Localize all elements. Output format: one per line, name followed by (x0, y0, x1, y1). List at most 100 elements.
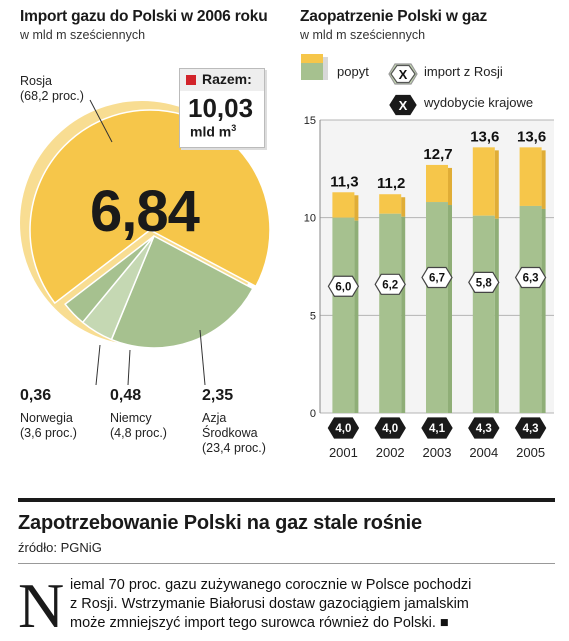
bar-supply-side-2001 (354, 220, 359, 413)
label-azja-pct: (23,4 proc.) (202, 441, 266, 455)
bar-import-label-2002: 6,2 (382, 279, 398, 291)
bar-domestic-label-2001: 4,0 (335, 423, 351, 435)
article-rule (18, 563, 555, 564)
label-rosja: Rosja (68,2 proc.) (20, 74, 84, 104)
article-body: iemal 70 proc. gazu zużywanego corocznie… (70, 576, 471, 633)
legend-popyt-icon-side (323, 57, 328, 80)
legend-domestic-icon (389, 94, 417, 116)
pie-chart-subtitle: w mld m sześciennych (20, 28, 146, 42)
bar-supply-2003 (426, 202, 448, 413)
total-value: 10,03 (188, 93, 254, 123)
bar-supply-side-2002 (401, 216, 406, 413)
x-tick-label-2005: 2005 (516, 445, 545, 460)
legend-import-icon (390, 64, 416, 84)
bar-import-label-2005: 6,3 (523, 272, 539, 284)
label-norwegia: 0,36 Norwegia (3,6 proc.) (20, 387, 77, 441)
leader-rosja (89, 99, 113, 143)
bar-domestic-label-2003: 4,1 (429, 423, 446, 435)
bar-supply-2001 (332, 217, 355, 413)
pie-slice-azja-środkowa (110, 234, 254, 349)
bar-total-label-2004: 13,6 (470, 128, 499, 145)
bar-import-hex-2002 (374, 273, 406, 295)
bar-domestic-hex-2004 (468, 417, 500, 439)
bar-chart: 0 5 10 15 11,3 6,0 4,0 2001 11,2 6,2 4,0 2002 12,7 6,… (304, 115, 554, 460)
bar-popyt-2004 (472, 147, 495, 216)
y-tick-label-15: 15 (304, 115, 316, 127)
bar-legend-icons: XX (301, 54, 418, 116)
article-line-1: iemal 70 proc. gazu zużywanego corocznie… (70, 577, 472, 593)
article-line-3: może zmniejszyć import tego surowca równ… (70, 615, 449, 631)
bar-supply-side-2003 (448, 205, 452, 413)
total-unit: mld m (190, 123, 232, 140)
bar-popyt-side-2004 (494, 150, 499, 219)
bar-import-hex-2005 (514, 266, 547, 289)
leader-norwegia (95, 344, 101, 386)
bar-domestic-hex-2001 (327, 417, 360, 439)
legend-domestic-label: wydobycie krajowe (424, 95, 534, 110)
bar-popyt-2005 (519, 147, 542, 206)
bar-total-label-2002: 11,2 (377, 175, 405, 192)
label-norwegia-pct: (3,6 proc.) (20, 426, 77, 440)
label-niemcy-pct: (4,8 proc.) (110, 426, 167, 440)
legend-import-label: import z Rosji (424, 64, 503, 79)
label-niemcy-value: 0,48 (110, 387, 142, 404)
bar-import-hex-2001 (327, 275, 360, 297)
pie-slice-norwegia (64, 235, 155, 324)
bar-domestic-label-2002: 4,0 (382, 423, 398, 435)
bar-chart-subtitle: w mld m sześciennych (300, 28, 426, 42)
label-niemcy: 0,48 Niemcy (4,8 proc.) (110, 387, 167, 441)
bar-popyt-side-2005 (541, 150, 546, 209)
legend-popyt-label: popyt (337, 64, 369, 79)
label-azja-value: 2,35 (202, 387, 234, 404)
bar-popyt-side-2002 (401, 197, 406, 217)
x-tick-label-2001: 2001 (329, 445, 358, 460)
bar-supply-2005 (519, 205, 542, 413)
label-rosja-name: Rosja (20, 74, 52, 88)
article-headline: Zapotrzebowanie Polski na gaz stale rośn… (18, 512, 422, 534)
bar-popyt-2001 (332, 192, 355, 218)
bar-total-label-2003: 12,7 (423, 146, 452, 163)
label-norwegia-value: 0,36 (20, 387, 52, 404)
bar-total-label-2001: 11,3 (330, 173, 358, 190)
article-dropcap: N (18, 570, 65, 641)
x-tick-label-2004: 2004 (469, 445, 498, 460)
legend-domestic-marker: X (399, 98, 408, 113)
bar-popyt-side-2001 (354, 195, 359, 221)
total-label: Razem: (202, 71, 252, 87)
total-box: Razem: 10,03 mld m3 (179, 68, 265, 148)
leader-niemcy (127, 349, 131, 386)
label-azja-name: Azja (202, 411, 227, 425)
article-source: źródło: PGNiG (18, 540, 102, 555)
bar-total-label-2005: 13,6 (517, 128, 546, 145)
pie-slice-rosja (29, 109, 271, 305)
article-line-2: z Rosji. Wstrzymanie Białorusi dostaw ga… (70, 596, 469, 612)
bar-domestic-hex-2002 (374, 417, 406, 439)
bar-chart-title: Zaopatrzenie Polski w gaz (300, 8, 488, 25)
bar-domestic-label-2004: 4,3 (476, 423, 492, 435)
bar-popyt-side-2003 (448, 167, 452, 206)
legend-popyt-icon-top (301, 54, 323, 63)
label-niemcy-name: Niemcy (110, 411, 152, 425)
total-marker-icon (186, 75, 196, 85)
label-azja-name2: Środkowa (202, 426, 258, 440)
bar-domestic-hex-2005 (514, 417, 547, 439)
bar-import-hex-2003 (421, 266, 453, 289)
bar-import-label-2001: 6,0 (335, 281, 351, 293)
label-azja: 2,35 Azja Środkowa (23,4 proc.) (202, 387, 266, 456)
pie-center-value: 6,84 (90, 179, 200, 244)
bar-import-label-2004: 5,8 (476, 277, 493, 289)
pie-chart-title: Import gazu do Polski w 2006 roku (20, 8, 268, 25)
total-box-header (180, 69, 264, 91)
x-tick-label-2003: 2003 (423, 445, 452, 460)
bar-supply-side-2005 (541, 208, 546, 413)
bar-domestic-label-2005: 4,3 (523, 423, 539, 435)
section-divider (18, 498, 555, 502)
bar-popyt-2003 (426, 164, 448, 203)
y-tick-label-10: 10 (304, 213, 316, 225)
label-rosja-pct: (68,2 proc.) (20, 89, 84, 103)
legend-import-marker: X (399, 67, 408, 82)
bar-popyt-2002 (379, 194, 402, 214)
total-unit-sup: 3 (231, 123, 237, 133)
y-tick-label-0: 0 (310, 408, 316, 420)
bar-supply-side-2004 (494, 218, 499, 413)
